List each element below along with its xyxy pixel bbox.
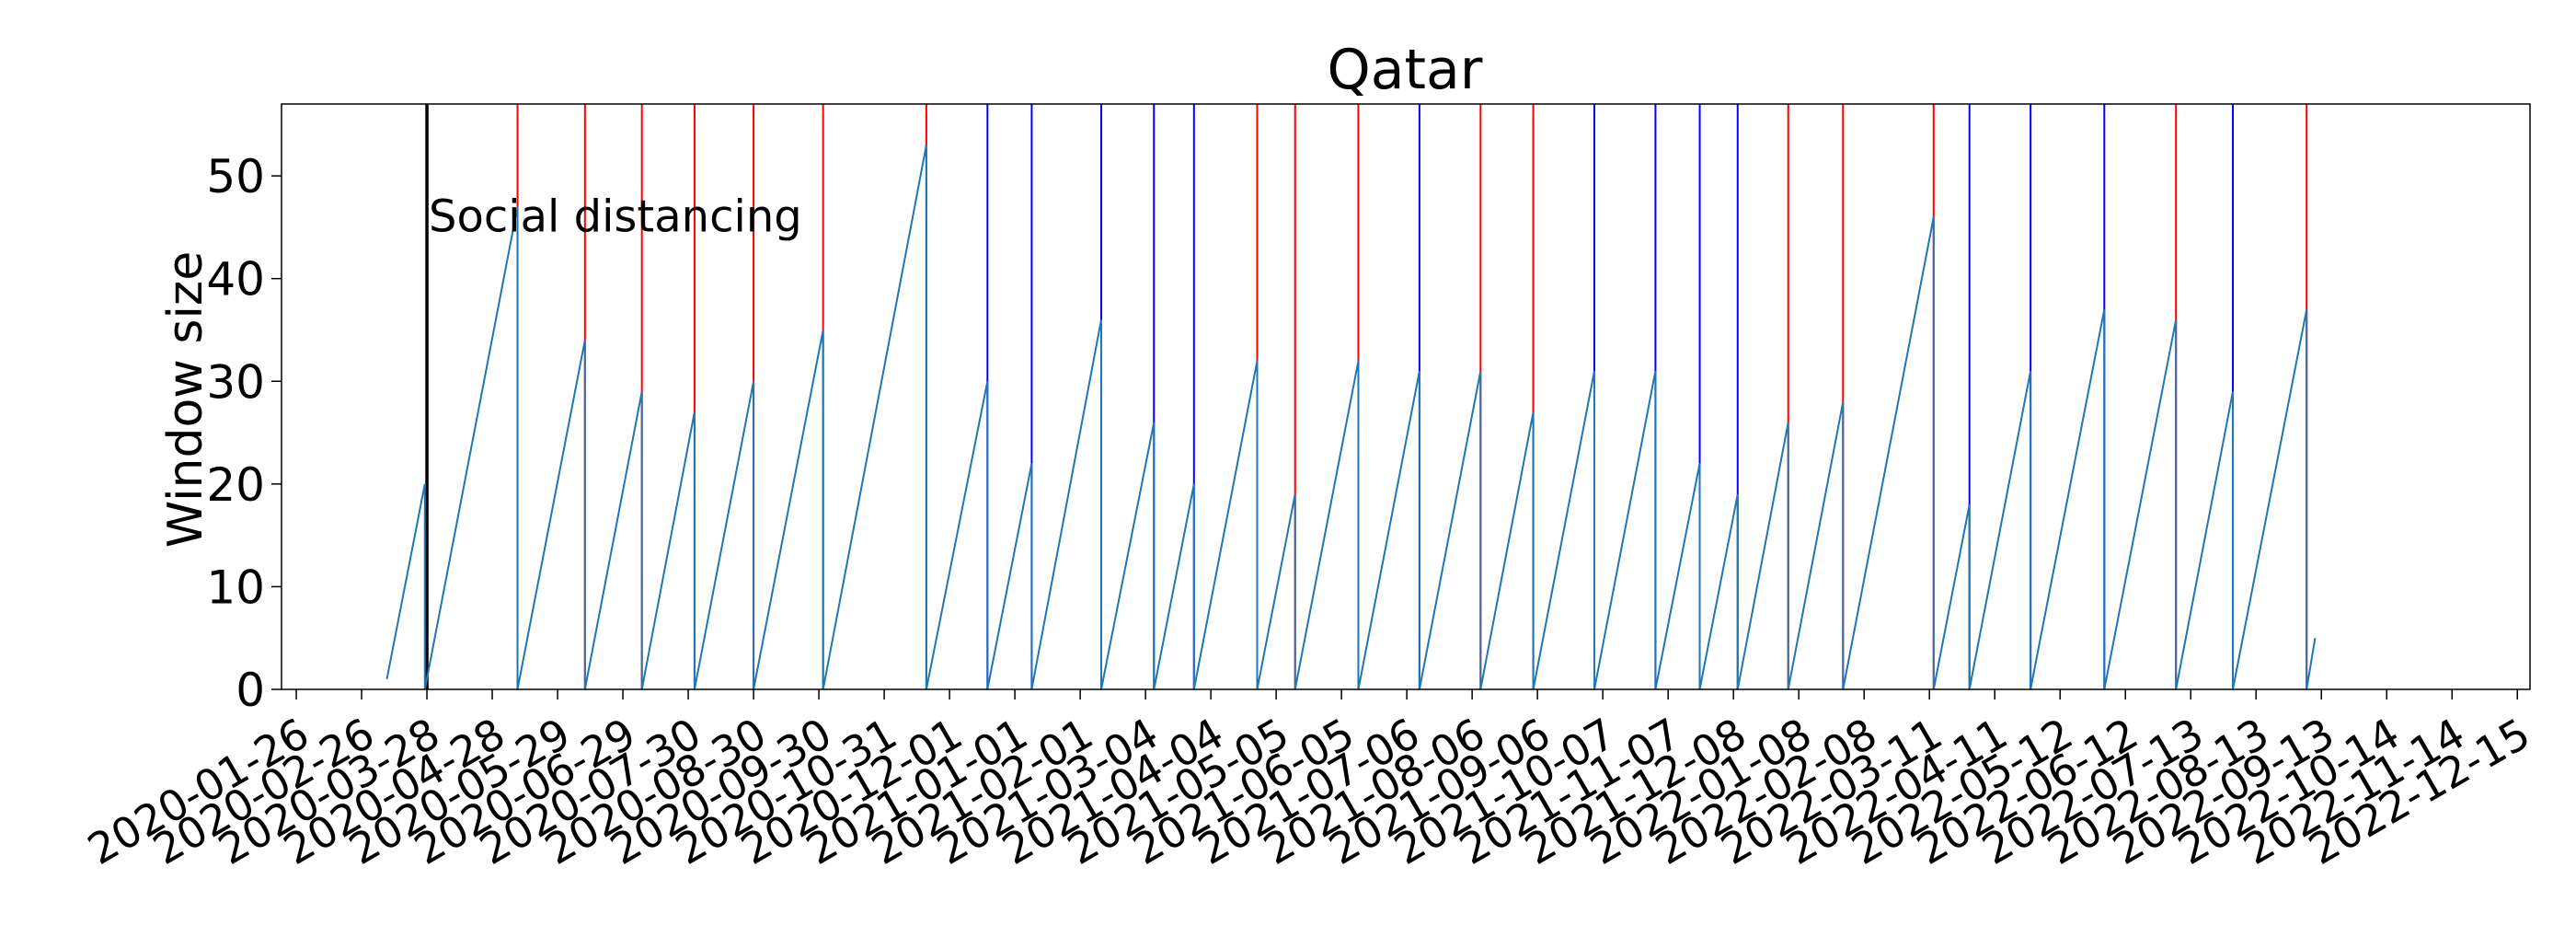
y-tick-label: 50 — [206, 150, 265, 203]
y-tick-label: 40 — [206, 253, 265, 306]
annotation-label: Social distancing — [429, 191, 802, 243]
x-axis: 2020-01-262020-02-262020-03-282020-04-28… — [79, 689, 2538, 874]
y-tick-label: 20 — [206, 458, 265, 512]
y-axis: 0 10 20 30 40 50 — [206, 150, 282, 717]
y-tick-label: 0 — [236, 664, 265, 717]
chart-title: Qatar — [1328, 38, 1483, 102]
y-tick-label: 10 — [206, 561, 265, 614]
y-tick-label: 30 — [206, 355, 265, 409]
annotation-layer: Social distancing — [429, 191, 802, 243]
y-axis-label: Window size — [158, 251, 213, 548]
